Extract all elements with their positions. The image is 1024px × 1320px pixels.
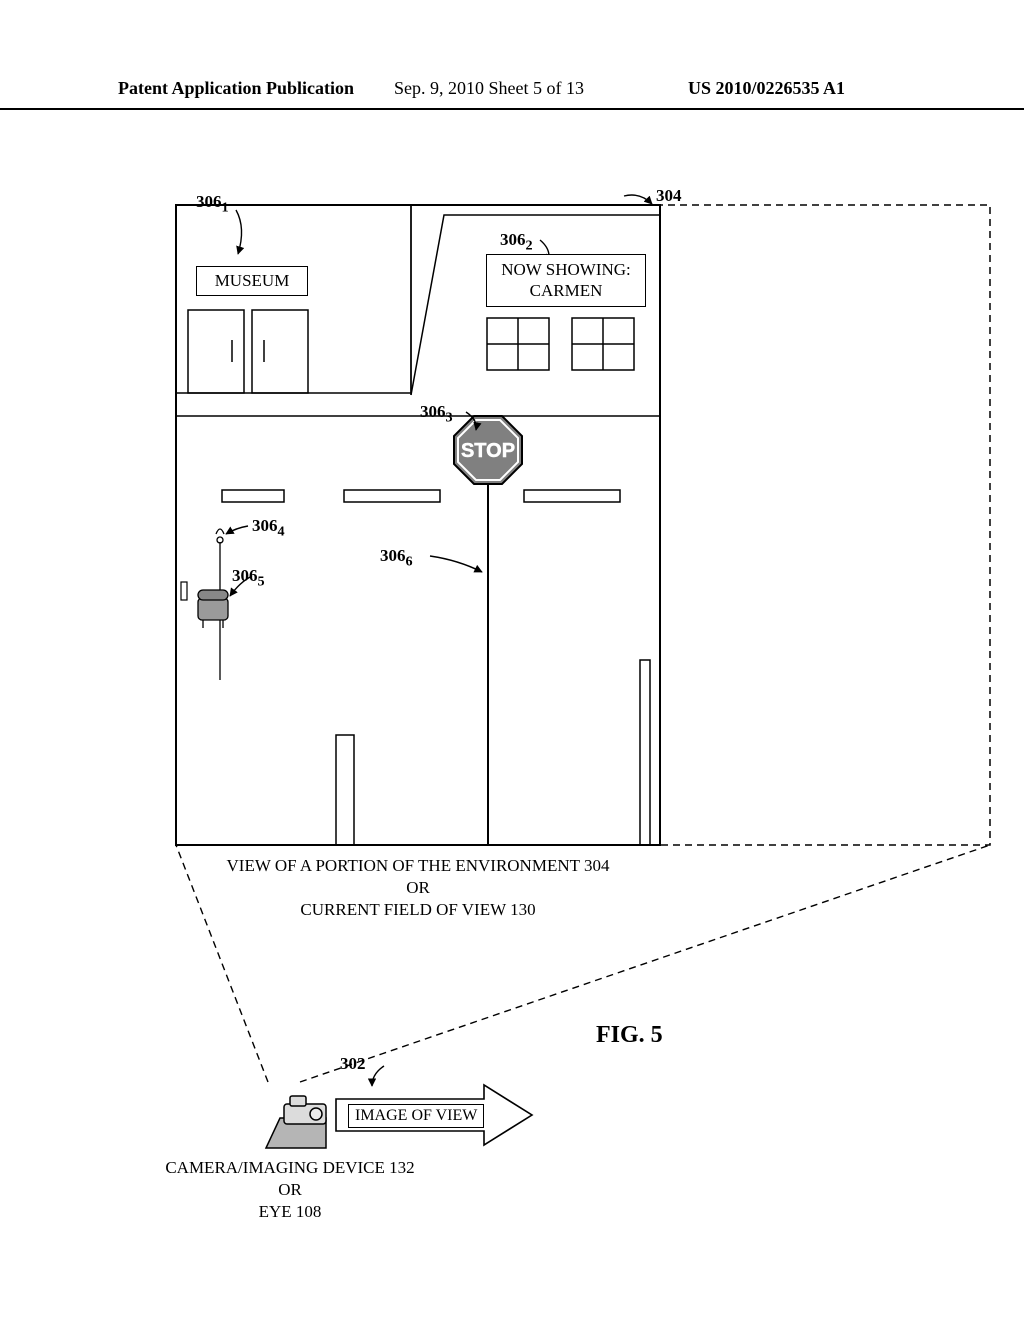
camera-caption-line1: CAMERA/IMAGING DEVICE 132: [140, 1158, 440, 1178]
callout-306-1: 3061: [196, 192, 229, 216]
camera-caption-line2: EYE 108: [140, 1202, 440, 1222]
museum-sign: MUSEUM: [196, 266, 308, 296]
callout-306-3: 3063: [420, 402, 453, 426]
fov-caption-or: OR: [180, 878, 656, 898]
figure-caption: FIG. 5: [596, 1022, 663, 1049]
callout-306-5: 3065: [232, 566, 265, 590]
callout-304: 304: [656, 186, 682, 206]
camera-caption-or: OR: [140, 1180, 440, 1200]
callout-306-2-num: 306: [500, 230, 526, 249]
callout-306-6-sub: 6: [406, 553, 413, 569]
callout-306-1-num: 306: [196, 192, 222, 211]
callout-306-4-num: 306: [252, 516, 278, 535]
svg-text:STOP: STOP: [461, 440, 515, 462]
callout-302: 302: [340, 1054, 366, 1074]
figure-5-diagram: STOP: [0, 0, 1024, 1320]
callout-306-5-sub: 5: [258, 573, 265, 589]
callout-306-6: 3066: [380, 546, 413, 570]
callout-306-6-num: 306: [380, 546, 406, 565]
callout-306-3-num: 306: [420, 402, 446, 421]
callout-306-3-sub: 3: [446, 409, 453, 425]
callout-306-5-num: 306: [232, 566, 258, 585]
callout-306-2-sub: 2: [526, 237, 533, 253]
now-showing-line2: CARMEN: [530, 280, 603, 301]
callout-306-4-sub: 4: [278, 523, 285, 539]
image-of-view-label: IMAGE OF VIEW: [348, 1104, 484, 1128]
now-showing-sign: NOW SHOWING: CARMEN: [486, 254, 646, 307]
now-showing-line1: NOW SHOWING:: [501, 259, 631, 280]
callout-306-4: 3064: [252, 516, 285, 540]
fov-caption-line1: VIEW OF A PORTION OF THE ENVIRONMENT 304: [180, 856, 656, 876]
callout-306-1-sub: 1: [222, 199, 229, 215]
callout-306-2: 3062: [500, 230, 533, 254]
fov-caption-line2: CURRENT FIELD OF VIEW 130: [180, 900, 656, 920]
